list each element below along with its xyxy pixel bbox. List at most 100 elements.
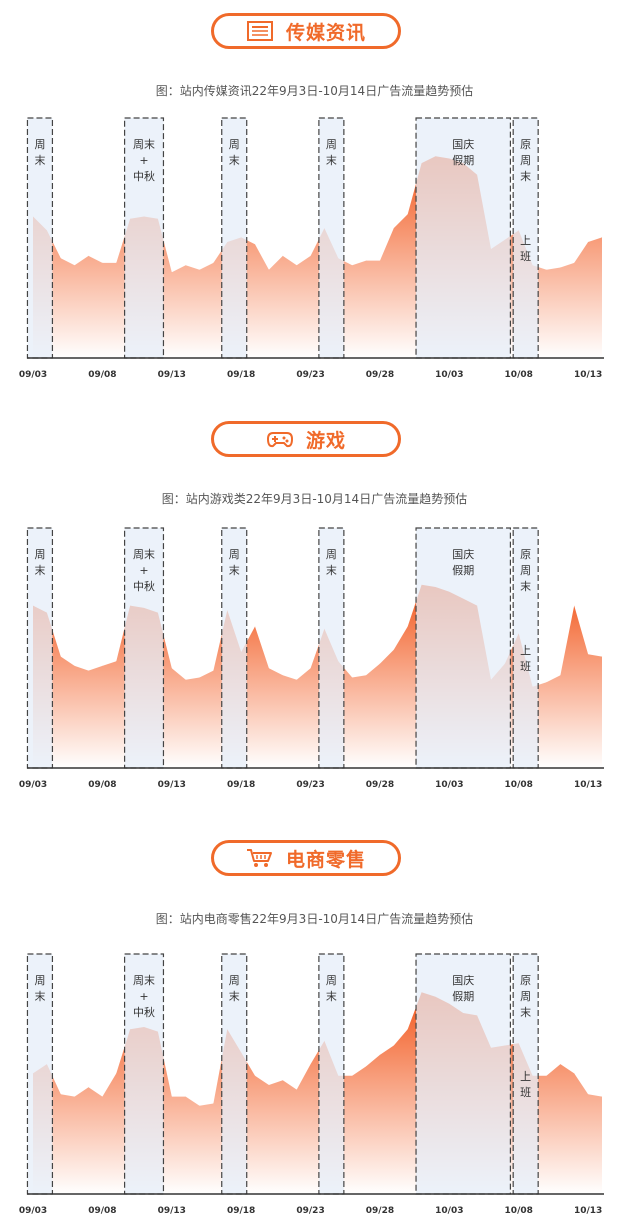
period-label: 末	[520, 1005, 531, 1019]
period-label: 国庆	[452, 973, 474, 987]
period-label: 班	[520, 250, 531, 263]
period-label: 周	[34, 548, 45, 561]
period-label: 周	[326, 974, 337, 987]
shaded-period	[415, 117, 512, 359]
x-tick-label: 09/03	[19, 1206, 47, 1216]
period-label: 周	[520, 154, 531, 167]
shaded-period	[512, 117, 539, 359]
period-label: 国庆	[452, 137, 474, 151]
section-media-news: 传媒资讯 图：站内传媒资讯22年9月3日-10月14日广告流量趋势预估 周末周末…	[0, 0, 629, 400]
x-tick-label: 10/03	[435, 780, 463, 790]
x-tick-label: 09/18	[227, 1206, 255, 1216]
section-title: 游戏	[305, 429, 346, 452]
period-label: +	[139, 990, 148, 1003]
period-label: 末	[34, 153, 45, 167]
period-label: 中秋	[133, 579, 155, 593]
x-tick-label: 10/08	[505, 370, 533, 380]
section-header-badge: 传媒资讯	[211, 13, 401, 49]
period-label: 原	[520, 138, 531, 151]
x-tick-label: 09/03	[19, 370, 47, 380]
section-games: 游戏 图：站内游戏类22年9月3日-10月14日广告流量趋势预估 周末周末 + 中秋…	[0, 410, 629, 810]
period-label: 末	[326, 563, 337, 577]
period-label: 周	[229, 548, 240, 561]
x-tick-label: 10/13	[574, 1206, 602, 1216]
x-tick-label: 10/08	[505, 1206, 533, 1216]
shopping-cart-icon	[246, 849, 272, 867]
section-title: 传媒资讯	[285, 21, 366, 44]
x-tick-label: 09/08	[88, 370, 116, 380]
shaded-period	[26, 527, 54, 769]
period-label: 末	[326, 153, 337, 167]
shaded-period	[318, 953, 345, 1195]
x-tick-label: 09/13	[158, 780, 186, 790]
chart-caption: 图：站内电商零售22年9月3日-10月14日广告流量趋势预估	[155, 912, 474, 926]
x-tick-label: 09/08	[88, 780, 116, 790]
shaded-period	[26, 117, 54, 359]
period-label: 周	[229, 974, 240, 987]
shaded-period	[512, 953, 539, 1195]
x-tick-label: 09/28	[366, 780, 394, 790]
period-label: 末	[520, 579, 531, 593]
period-label: 周末	[133, 547, 155, 561]
shaded-period	[318, 527, 345, 769]
period-label: 末	[34, 563, 45, 577]
period-label: 周	[326, 138, 337, 151]
period-label: 原	[520, 548, 531, 561]
period-label: 周末	[133, 137, 155, 151]
period-label: 周末	[133, 973, 155, 987]
x-tick-label: 09/18	[227, 780, 255, 790]
shaded-period	[415, 953, 512, 1195]
shaded-period	[318, 117, 345, 359]
x-tick-label: 10/13	[574, 370, 602, 380]
period-label: 周	[34, 974, 45, 987]
x-tick-label: 09/03	[19, 780, 47, 790]
period-label: 周	[34, 138, 45, 151]
shaded-period	[221, 117, 248, 359]
section-header-badge: 电商零售	[211, 840, 401, 876]
period-label: 周	[229, 138, 240, 151]
period-label: 末	[34, 989, 45, 1003]
x-tick-label: 09/23	[296, 780, 324, 790]
x-tick-label: 09/18	[227, 370, 255, 380]
period-label: 假期	[452, 563, 474, 577]
period-label: 假期	[452, 989, 474, 1003]
x-tick-label: 09/13	[158, 1206, 186, 1216]
x-tick-label: 10/13	[574, 780, 602, 790]
x-tick-label: 09/13	[158, 370, 186, 380]
period-label: 周	[326, 548, 337, 561]
period-label: 原	[520, 974, 531, 987]
period-label: 末	[520, 169, 531, 183]
x-tick-label: 09/28	[366, 1206, 394, 1216]
shaded-period	[512, 527, 539, 769]
period-label: 上	[520, 644, 531, 657]
section-ecommerce-retail: 电商零售 图：站内电商零售22年9月3日-10月14日广告流量趋势预估 周末周末…	[0, 830, 629, 1223]
period-label: 上	[520, 1070, 531, 1083]
period-label: 中秋	[133, 169, 155, 183]
period-label: +	[139, 564, 148, 577]
x-tick-label: 09/08	[88, 1206, 116, 1216]
period-label: 末	[229, 153, 240, 167]
x-tick-label: 10/03	[435, 1206, 463, 1216]
period-label: +	[139, 154, 148, 167]
x-tick-label: 09/23	[296, 370, 324, 380]
x-tick-label: 09/28	[366, 370, 394, 380]
chart-caption: 图：站内游戏类22年9月3日-10月14日广告流量趋势预估	[161, 492, 468, 506]
shaded-period	[221, 953, 248, 1195]
period-label: 国庆	[452, 547, 474, 561]
gamepad-icon	[266, 432, 293, 448]
chart-caption: 图：站内传媒资讯22年9月3日-10月14日广告流量趋势预估	[155, 84, 474, 98]
period-label: 班	[520, 1086, 531, 1099]
shaded-period	[221, 527, 248, 769]
section-header-badge: 游戏	[211, 421, 401, 457]
x-tick-label: 10/03	[435, 370, 463, 380]
newspaper-icon	[246, 21, 273, 41]
x-tick-label: 10/08	[505, 780, 533, 790]
period-label: 末	[326, 989, 337, 1003]
x-tick-label: 09/23	[296, 1206, 324, 1216]
shaded-period	[123, 117, 165, 359]
period-label: 班	[520, 660, 531, 673]
period-label: 末	[229, 989, 240, 1003]
